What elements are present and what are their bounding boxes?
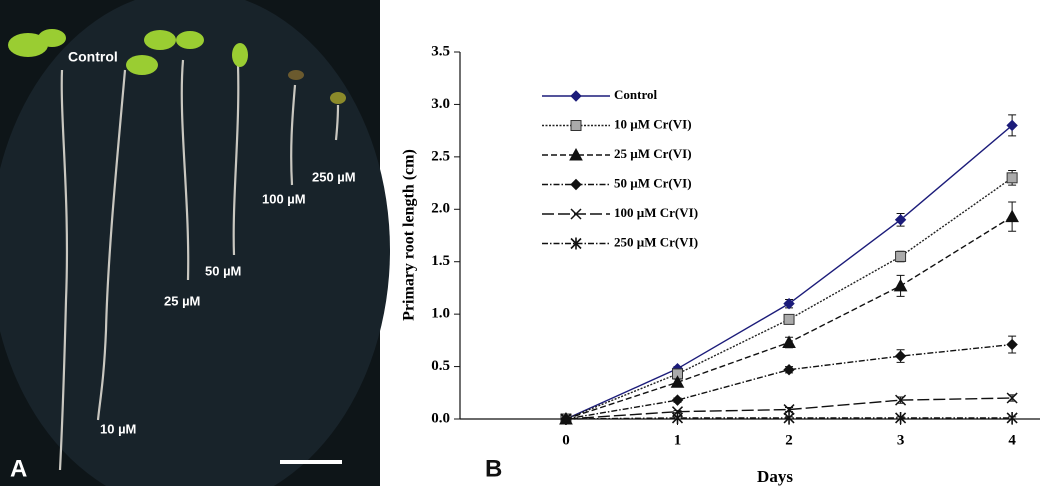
photo-label: 50 µM xyxy=(205,263,241,278)
photo-label: Control xyxy=(68,49,118,65)
x-tick-label: 0 xyxy=(562,432,570,448)
roots xyxy=(58,59,340,471)
legend-marker xyxy=(569,147,583,161)
marker xyxy=(671,394,684,406)
legend-marker xyxy=(570,237,582,250)
y-tick-label: 3.5 xyxy=(431,43,450,59)
legend-marker xyxy=(570,120,582,131)
photo-panel: Control 10 µM 25 µM 50 µM 100 µM 250 µM … xyxy=(0,0,390,486)
y-tick-label: 2.5 xyxy=(431,148,450,164)
marker xyxy=(893,278,908,292)
photo-label: 250 µM xyxy=(312,169,356,184)
marker xyxy=(783,313,795,325)
marker xyxy=(670,375,685,388)
legend-marker xyxy=(570,178,582,191)
marker xyxy=(895,394,907,406)
y-tick-label: 2.0 xyxy=(431,201,450,217)
legend-label: 10 µM Cr(VI) xyxy=(614,116,692,131)
panel-label: B xyxy=(485,455,502,482)
marker xyxy=(1006,172,1018,184)
marker xyxy=(1006,392,1018,404)
legend-marker xyxy=(570,90,582,102)
y-axis-title: Primary root length (cm) xyxy=(401,149,418,321)
marker xyxy=(1006,338,1018,351)
petri-plate xyxy=(0,0,390,486)
legend-label: 100 µM Cr(VI) xyxy=(614,205,698,220)
legend-label: 50 µM Cr(VI) xyxy=(614,175,692,190)
marker xyxy=(895,411,907,424)
legend-label: 250 µM Cr(VI) xyxy=(614,234,698,249)
marker xyxy=(783,297,795,310)
legend-marker xyxy=(570,208,582,220)
y-tick-label: 0.0 xyxy=(431,410,450,426)
panel-label: A xyxy=(10,455,27,482)
photo-label: 25 µM xyxy=(164,293,200,308)
series-line xyxy=(565,397,1013,420)
marker xyxy=(782,335,796,348)
marker xyxy=(1006,119,1018,132)
y-tick-label: 1.5 xyxy=(431,253,450,269)
y-tick-label: 0.5 xyxy=(431,358,450,374)
marker xyxy=(894,350,907,362)
marker xyxy=(1006,411,1018,424)
x-tick-label: 4 xyxy=(1008,432,1016,448)
marker xyxy=(783,404,795,416)
marker xyxy=(894,214,907,226)
marker xyxy=(1005,209,1019,223)
y-tick-label: 1.0 xyxy=(431,306,450,322)
x-tick-label: 1 xyxy=(674,432,682,448)
marker xyxy=(895,250,907,262)
legend-label: Control xyxy=(614,87,657,102)
marker xyxy=(671,411,684,424)
y-tick-label: 3.0 xyxy=(431,96,450,112)
x-tick-label: 3 xyxy=(897,432,905,448)
marker xyxy=(783,411,795,424)
photo-label: 10 µM xyxy=(100,421,136,436)
photo-label: 100 µM xyxy=(262,191,306,206)
x-axis-title: Days xyxy=(757,467,793,486)
series-line xyxy=(565,177,1013,420)
leaves xyxy=(8,29,346,104)
x-tick-label: 2 xyxy=(785,432,793,448)
legend-label: 25 µM Cr(VI) xyxy=(614,146,692,161)
marker xyxy=(560,413,572,425)
marker xyxy=(783,364,795,376)
